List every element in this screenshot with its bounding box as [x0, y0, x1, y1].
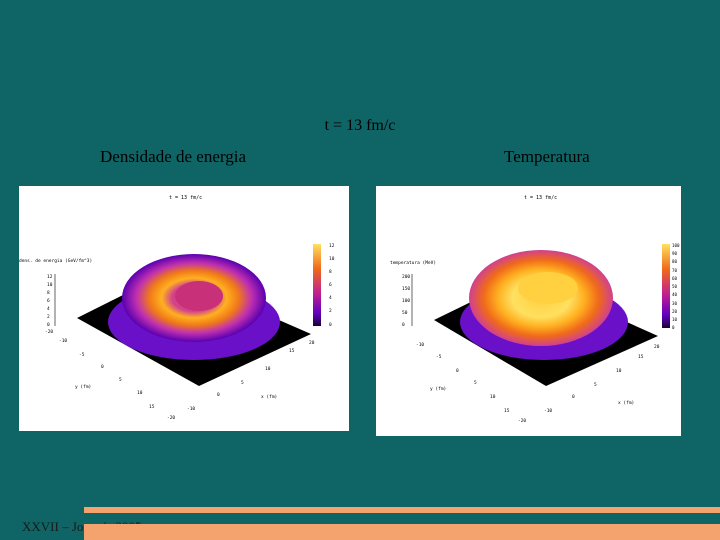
- colorbar-tick: 60: [672, 276, 678, 281]
- plot-title: t = 13 fm/c: [524, 195, 557, 201]
- x-tick: -10: [544, 408, 552, 414]
- colorbar-tick: 50: [672, 284, 678, 289]
- energy-density-plot: t = 13 fm/c dens. de energia (GeV/fm^3) …: [19, 186, 349, 431]
- footer-bar-top: [84, 507, 720, 513]
- y-tick: -5: [79, 352, 85, 358]
- colorbar-tick: 20: [672, 309, 678, 314]
- y-tick: 0: [101, 364, 104, 370]
- z-tick: 10: [47, 282, 53, 288]
- z-tick: 12: [47, 274, 53, 280]
- x-tick: 10: [265, 366, 271, 372]
- colorbar-tick: 100: [672, 243, 680, 248]
- z-tick: 4: [47, 306, 50, 312]
- x-tick: 5: [241, 380, 244, 386]
- z-axis-label: dens. de energia (GeV/fm^3): [19, 258, 92, 264]
- z-tick: 0: [402, 322, 405, 328]
- z-tick: 50: [402, 310, 408, 316]
- colorbar-tick: 70: [672, 268, 678, 273]
- x-axis-label: x (fm): [261, 394, 277, 400]
- x-tick: -20: [518, 418, 526, 424]
- panel-heading-energy-density: Densidade de energia: [100, 147, 247, 166]
- colorbar-tick: 6: [329, 282, 332, 288]
- colorbar-tick: 30: [672, 301, 678, 306]
- x-tick: 20: [309, 340, 315, 346]
- x-tick: 10: [616, 368, 622, 374]
- y-tick: 10: [137, 390, 143, 396]
- x-tick: -20: [167, 415, 175, 421]
- x-tick: 15: [638, 354, 644, 360]
- y-tick: -20: [45, 329, 53, 335]
- temperature-plot: t = 13 fm/c temperatura (MeV) 200 150 10…: [376, 186, 681, 436]
- y-tick: -10: [59, 338, 67, 344]
- y-axis-label: y (fm): [430, 386, 446, 392]
- colorbar-tick: 8: [329, 269, 332, 275]
- z-tick: 2: [47, 314, 50, 320]
- x-tick: 0: [217, 392, 220, 398]
- x-tick: -10: [187, 406, 195, 412]
- colorbar-tick: 0: [672, 325, 675, 330]
- y-tick: 0: [456, 368, 459, 374]
- y-tick: 10: [490, 394, 496, 400]
- surface-hole: [518, 272, 578, 304]
- x-tick: 0: [572, 394, 575, 400]
- colorbar-tick: 2: [329, 308, 332, 314]
- surface-hole: [175, 281, 223, 311]
- footer-bar-bottom: [84, 524, 720, 540]
- z-tick: 200: [402, 274, 410, 280]
- x-axis-label: x (fm): [618, 400, 634, 406]
- y-tick: -5: [436, 354, 442, 360]
- z-axis-label: temperatura (MeV): [390, 260, 436, 266]
- y-tick: -10: [416, 342, 424, 348]
- plot-title: t = 13 fm/c: [169, 195, 202, 201]
- z-tick: 100: [402, 298, 410, 304]
- z-tick: 150: [402, 286, 410, 292]
- colorbar-tick: 12: [329, 243, 335, 249]
- colorbar-tick: 80: [672, 259, 678, 264]
- y-tick: 5: [474, 380, 477, 386]
- y-tick: 15: [149, 404, 155, 410]
- z-tick: 8: [47, 290, 50, 296]
- colorbar-tick: 4: [329, 295, 332, 301]
- y-tick: 5: [119, 377, 122, 383]
- y-axis-label: y (fm): [75, 384, 91, 390]
- colorbar-tick: 10: [329, 256, 335, 262]
- z-tick: 6: [47, 298, 50, 304]
- x-tick: 15: [289, 348, 295, 354]
- x-tick: 5: [594, 382, 597, 388]
- y-tick: 15: [504, 408, 510, 414]
- colorbar: [313, 244, 321, 326]
- z-tick: 0: [47, 322, 50, 328]
- colorbar: [662, 244, 670, 328]
- colorbar-tick: 0: [329, 322, 332, 328]
- slide-title: t = 13 fm/c: [324, 117, 396, 134]
- colorbar-tick: 90: [672, 251, 678, 256]
- colorbar-tick: 10: [672, 317, 678, 322]
- x-tick: 20: [654, 344, 660, 350]
- colorbar-tick: 40: [672, 292, 678, 297]
- panel-heading-temperature: Temperatura: [504, 147, 590, 166]
